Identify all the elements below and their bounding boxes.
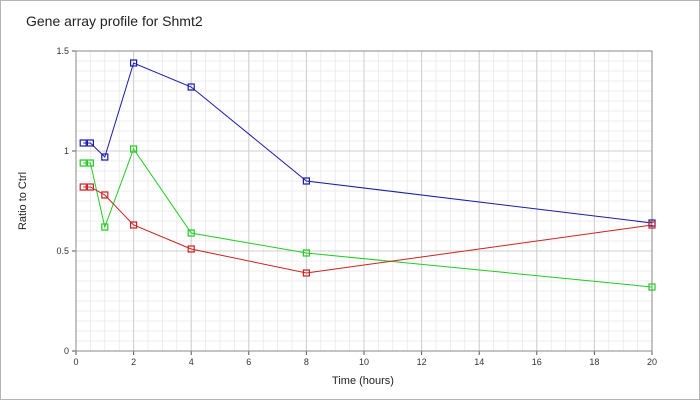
x-tick-label: 20	[647, 357, 657, 367]
series-line	[83, 186, 653, 274]
data-point	[79, 183, 87, 191]
x-tick-label: 0	[73, 357, 78, 367]
x-axis-label: Time (hours)	[332, 375, 394, 387]
x-tick-label: 4	[189, 357, 194, 367]
data-point	[79, 159, 87, 167]
data-point	[302, 269, 310, 277]
data-point	[187, 229, 195, 237]
x-tick-label: 14	[474, 357, 484, 367]
tick-labels: 0 2 4 6 8 10 12 14 16 18 20 0 0.5 1 1.5	[56, 46, 657, 367]
data-point	[86, 139, 95, 147]
data-point	[130, 145, 138, 153]
series-1	[79, 59, 656, 227]
x-tick-label: 10	[359, 357, 369, 367]
x-tick-label: 8	[304, 357, 309, 367]
series-2	[79, 145, 656, 291]
data-point	[187, 83, 195, 91]
x-tick-label: 12	[417, 357, 427, 367]
data-point	[86, 183, 95, 191]
series-line	[83, 147, 653, 288]
grid	[75, 50, 653, 352]
x-tick-label: 2	[131, 357, 136, 367]
y-tick-label: 0	[64, 346, 69, 356]
data-point	[648, 221, 656, 229]
data-point	[302, 177, 310, 185]
x-tick-label: 6	[246, 357, 251, 367]
data-point	[101, 191, 109, 199]
data-point	[86, 159, 95, 167]
x-tick-label: 16	[532, 357, 542, 367]
series-line	[83, 62, 653, 224]
x-tick-label: 18	[589, 357, 599, 367]
data-point	[101, 153, 109, 161]
data-point	[79, 139, 87, 147]
y-tick-label: 0.5	[56, 246, 69, 256]
data-point	[130, 221, 138, 229]
data-point	[130, 59, 138, 67]
data-point	[648, 283, 656, 291]
series-group	[79, 59, 656, 291]
y-axis-label: Ratio to Ctrl	[17, 172, 29, 230]
data-point	[302, 249, 310, 257]
y-tick-label: 1.5	[56, 46, 69, 56]
y-tick-label: 1	[64, 146, 69, 156]
chart-title: Gene array profile for Shmt2	[26, 13, 203, 29]
data-point	[187, 245, 195, 253]
data-point	[101, 223, 109, 231]
axes	[72, 50, 653, 355]
plot-area-border	[75, 50, 653, 352]
series-3	[79, 183, 656, 277]
